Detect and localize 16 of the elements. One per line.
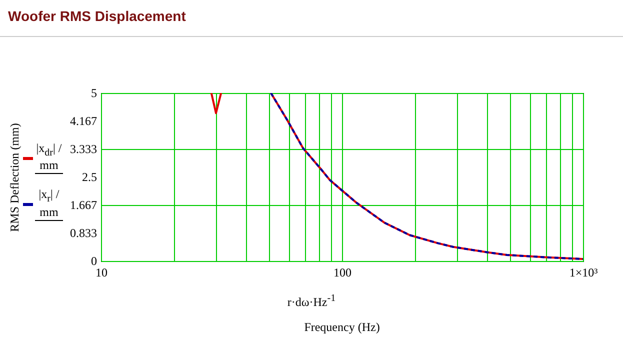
y-tick-label: 2.5 bbox=[82, 170, 97, 184]
y-tick-label: 0.833 bbox=[70, 226, 97, 240]
y-tick-label: 5 bbox=[91, 86, 97, 100]
legend-label: |x$_{r}$| / mm bbox=[35, 187, 63, 221]
y-tick-label: 0 bbox=[91, 254, 97, 268]
legend-label: |x$_{dr}$| / mm bbox=[35, 141, 63, 174]
x-tick-label: 1×10³ bbox=[569, 266, 598, 280]
x-tick-label: 100 bbox=[334, 266, 352, 280]
y-axis-title: RMS Deflection (mm) bbox=[8, 123, 22, 232]
y-tick-label: 4.167 bbox=[70, 114, 97, 128]
text: r·dω·Hz$^{-1}$ bbox=[286, 293, 337, 310]
chart-title: Woofer RMS Displacement bbox=[8, 8, 186, 24]
x-tick-label: 10 bbox=[96, 266, 108, 280]
x-axis-title: Frequency (Hz) bbox=[304, 320, 380, 334]
y-tick-label: 3.333 bbox=[70, 142, 97, 156]
y-tick-label: 1.667 bbox=[70, 198, 97, 212]
